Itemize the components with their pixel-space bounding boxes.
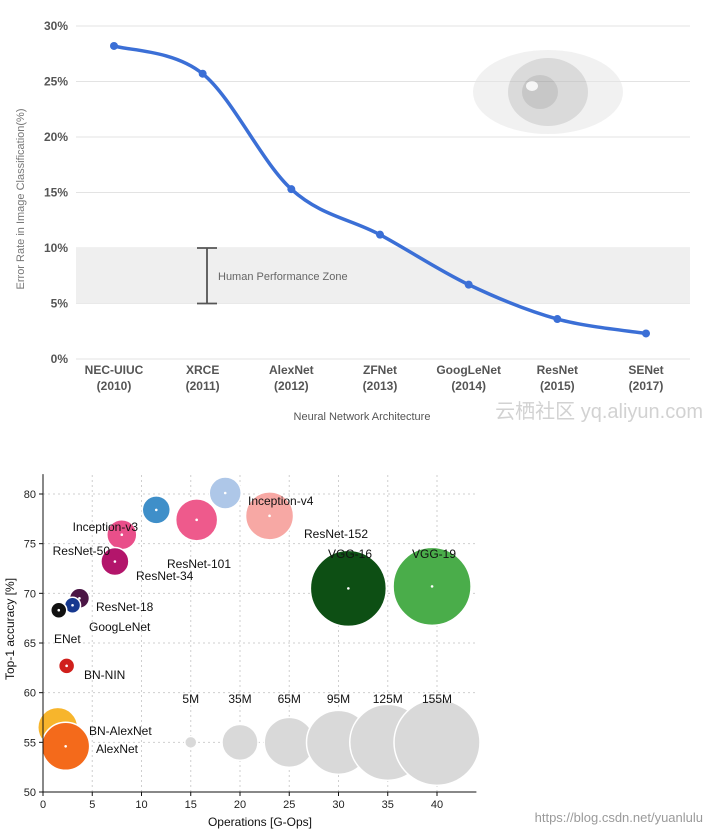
chart1-x-tick-year: (2014): [451, 379, 486, 393]
chart1-point: [642, 329, 650, 338]
chart1-y-tick-label: 30%: [44, 19, 68, 33]
size-legend-label: 65M: [278, 692, 301, 706]
bubble-center-dot: [57, 608, 61, 612]
chart1-x-tick-name: NEC-UIUC: [85, 363, 144, 377]
chart2-x-tick-label: 30: [332, 799, 344, 811]
chart1-point: [464, 280, 473, 289]
accuracy-vs-ops-chart: 5M 35M 65M 95M 125M 155M Inception-v4Inceptio…: [3, 474, 703, 829]
bubble-label: ResNet-34: [136, 569, 194, 583]
bubble-label: VGG-19: [412, 547, 456, 561]
human-performance-band: [76, 248, 690, 304]
chart2-x-tick-label: 5: [89, 799, 95, 811]
chart1-x-tick-year: (2012): [274, 379, 309, 393]
bubble-label: ResNet-18: [96, 600, 154, 614]
chart1-point: [553, 315, 562, 324]
chart1-y-tick-label: 5%: [51, 297, 69, 311]
size-legend-label: 155M: [422, 692, 452, 706]
chart1-x-tick-year: (2011): [186, 379, 220, 393]
size-legend-label: 35M: [228, 692, 251, 706]
bubble-center-dot: [268, 514, 271, 518]
chart1-x-tick-year: (2015): [540, 379, 575, 393]
chart1-y-tick-label: 10%: [44, 241, 68, 255]
aliyun-watermark: 云栖社区 yq.aliyun.com: [495, 400, 703, 423]
chart1-point: [376, 230, 384, 239]
chart1-x-tick-name: AlexNet: [269, 363, 314, 377]
bubble-center-dot: [71, 603, 74, 607]
csdn-watermark: https://blog.csdn.net/yuanlulu: [535, 810, 703, 825]
bubble-label: BN-AlexNet: [89, 724, 152, 738]
chart1-x-axis-label: Neural Network Architecture: [294, 411, 431, 423]
chart1-x-tick-year: (2010): [97, 379, 132, 393]
chart2-y-tick-label: 65: [24, 638, 36, 650]
chart2-y-tick-label: 70: [24, 588, 36, 600]
bubble-center-dot: [120, 533, 124, 537]
chart1-x-tick-name: GoogLeNet: [436, 363, 501, 377]
chart1-y-tick-label: 20%: [44, 130, 68, 144]
size-legend-bubble: [393, 698, 481, 787]
chart2-x-tick-label: 35: [382, 799, 394, 811]
chart2-y-tick-label: 80: [24, 489, 36, 501]
chart2-bubble-labels: Inception-v4 Inception-v3 ResNet-152 ResNet…: [53, 494, 457, 756]
chart2-x-tick-label: 10: [135, 799, 147, 811]
bubble-center-dot: [347, 587, 350, 590]
bubble-center-dot: [430, 585, 434, 588]
bubble-label: GoogLeNet: [89, 620, 151, 634]
chart1-x-tick-name: ZFNet: [363, 363, 397, 377]
size-legend-bubble: [221, 723, 259, 762]
bubble-label: AlexNet: [96, 742, 139, 756]
chart2-x-tick-label: 25: [283, 799, 295, 811]
chart1-y-axis-label: Error Rate in Image Classification(%): [15, 109, 27, 290]
size-legend-label: 5M: [182, 692, 199, 706]
chart2-y-tick-label: 50: [24, 787, 36, 799]
chart2-y-axis-label: Top-1 accuracy [%]: [3, 578, 17, 680]
error-rate-chart: 0% 5% 10% 15% 20% 25% 30% NEC-UIUC (2010) XRCE (2…: [15, 19, 703, 423]
bubble-label: BN-NIN: [84, 668, 125, 682]
bubble-center-dot: [65, 664, 68, 668]
bubble-center-dot: [195, 518, 198, 522]
size-legend-bubble: [184, 735, 198, 750]
chart1-points: [110, 41, 650, 338]
chart2-y-tick-label: 75: [24, 539, 36, 551]
bubble-label: Inception-v4: [248, 494, 314, 508]
bubble-label: ResNet-152: [304, 527, 368, 541]
chart2-x-tick-label: 40: [431, 799, 443, 811]
chart1-x-ticks: NEC-UIUC (2010) XRCE (2011) AlexNet (2012) ZFN…: [85, 363, 664, 393]
chart1-y-tick-label: 25%: [44, 75, 68, 89]
chart1-point: [110, 41, 118, 50]
chart1-y-tick-label: 0%: [51, 352, 69, 366]
chart2-y-tick-label: 55: [24, 737, 36, 749]
bubble-center-dot: [78, 597, 81, 600]
chart2-axes: 0 5 10 15 20 25 30 35 40 50 55 60 65 70 75 80: [24, 474, 477, 811]
chart1-x-tick-year: (2017): [629, 379, 664, 393]
chart1-point: [198, 69, 207, 78]
chart1-y-tick-label: 15%: [44, 186, 68, 200]
chart2-x-axis-label: Operations [G-Ops]: [208, 815, 312, 829]
chart1-y-ticks: 0% 5% 10% 15% 20% 25% 30%: [44, 19, 68, 366]
bubble-label: ENet: [54, 632, 81, 646]
bubble-center-dot: [154, 508, 158, 512]
bubble-label: VGG-16: [328, 547, 372, 561]
bubble-center-dot: [113, 560, 117, 563]
bubble-label: ResNet-101: [167, 557, 231, 571]
size-legend: 5M 35M 65M 95M 125M 155M: [182, 692, 481, 787]
chart1-point: [287, 185, 296, 194]
chart2-bubbles: [37, 476, 472, 772]
human-performance-label: Human Performance Zone: [218, 271, 348, 283]
chart1-x-tick-name: XRCE: [186, 363, 219, 377]
bubble-label: Inception-v3: [73, 520, 139, 534]
bubble-center-dot: [223, 491, 227, 495]
eye-watermark-icon: [473, 50, 623, 134]
chart1-x-tick-year: (2013): [363, 379, 398, 393]
size-legend-label: 125M: [373, 692, 403, 706]
bubble-label: ResNet-50: [53, 544, 111, 558]
chart2-x-tick-label: 15: [185, 799, 197, 811]
bubble-center-dot: [64, 745, 67, 748]
chart2-x-tick-label: 0: [40, 799, 46, 811]
size-legend-label: 95M: [327, 692, 350, 706]
chart2-y-tick-label: 60: [24, 688, 36, 700]
human-performance-errorbar: [197, 247, 217, 305]
chart1-x-tick-name: ResNet: [537, 363, 578, 377]
chart2-x-tick-label: 20: [234, 799, 246, 811]
chart1-x-tick-name: SENet: [628, 363, 663, 377]
